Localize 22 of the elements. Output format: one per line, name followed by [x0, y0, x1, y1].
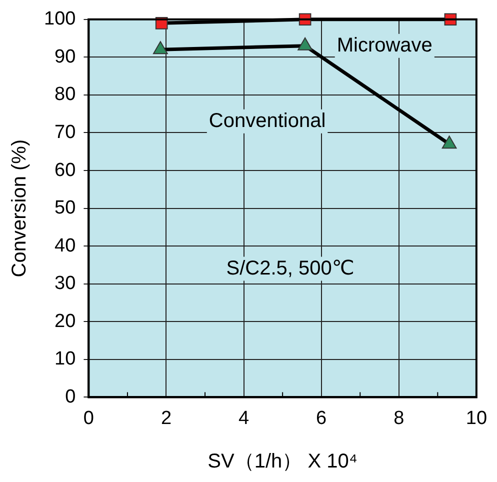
y-tick-label: 60 [54, 160, 76, 181]
x-axis-title: SV（1/h） X 10⁴ [208, 450, 358, 473]
annotation: S/C2.5, 500℃ [226, 257, 354, 280]
x-tick-label: 8 [394, 408, 404, 429]
y-tick-label: 0 [65, 386, 76, 408]
text: Conventional [208, 110, 326, 132]
y-tick-label: 80 [54, 84, 76, 106]
y-tick-label: 30 [54, 273, 76, 294]
y-tick-label: 10 [54, 348, 76, 370]
x-tick-label: 4 [238, 408, 250, 429]
y-tick-label: 50 [54, 198, 76, 219]
y-axis-title: Conversion (%) [8, 139, 31, 278]
y-tick-label: 40 [54, 235, 76, 256]
y-tick-label: 20 [54, 310, 76, 332]
y-tick-label: 100 [44, 8, 76, 30]
y-tick-label: 70 [54, 122, 76, 143]
x-tick-label: 0 [83, 408, 94, 429]
series-label: Microwave [336, 34, 432, 56]
x-tick-label: 6 [316, 408, 327, 429]
y-tick-label: 90 [54, 46, 76, 68]
x-tick-label: 10 [466, 408, 488, 429]
x-tick-label: 2 [160, 408, 172, 429]
